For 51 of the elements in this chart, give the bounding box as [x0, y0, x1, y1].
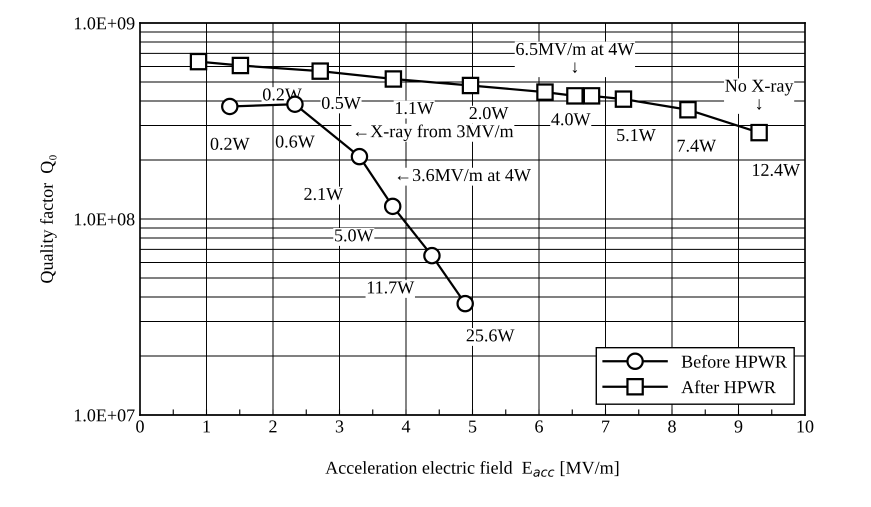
annotation: 6.5MV/m at 4W ↓ — [516, 42, 634, 74]
annotation: 4.0W — [551, 113, 591, 126]
annotation: 7.4W — [678, 140, 716, 152]
point — [384, 198, 402, 216]
annotation: 0.2W — [210, 138, 250, 150]
x-tick-label: 1 — [204, 420, 210, 432]
point — [190, 52, 208, 70]
x-tick-label: 6 — [535, 420, 543, 433]
point — [462, 76, 480, 94]
annotation: 0.5W — [322, 96, 361, 110]
x-axis-title: Acceleration electric field E$_{acc}$ [MV/m] — [325, 460, 618, 477]
x-tick-label: 4 — [402, 420, 410, 432]
annotation: ←3.6MV/m at 4W — [398, 169, 531, 182]
point — [750, 124, 768, 142]
x-tick-label: 3 — [336, 420, 344, 433]
y-axis-title: Quality factor Q₀ — [40, 155, 57, 283]
x-tick-label: 0 — [136, 420, 144, 433]
annotation: ←X-ray from 3MV/m — [356, 124, 514, 142]
y-tick-label: 1.0E+07 — [74, 409, 135, 422]
annotation: 25.6W — [466, 329, 514, 342]
point — [423, 246, 441, 264]
x-tick-label: 8 — [668, 420, 676, 433]
point — [311, 62, 329, 80]
y-tick-label: 1.0E+08 — [74, 213, 134, 226]
annotation: 2.0W — [470, 106, 508, 120]
point — [614, 90, 632, 108]
x-tick-label: 7 — [602, 420, 610, 432]
point — [456, 294, 474, 312]
annotation: 1.1W — [396, 102, 434, 114]
annotation: 0.6W — [276, 135, 315, 148]
annotation: 12.4W — [753, 164, 800, 176]
legend-label: Before HPWR — [682, 354, 787, 368]
x-tick-label: 9 — [734, 420, 742, 433]
annotation: 11.7W — [368, 281, 414, 294]
point — [679, 100, 697, 118]
x-tick-label: 2 — [269, 420, 277, 432]
x-tick-label: 10 — [798, 420, 814, 433]
point — [384, 70, 402, 88]
point — [221, 98, 239, 116]
annotation: 5.0W — [335, 229, 374, 242]
y-tick-label: 1.0E+09 — [74, 17, 134, 30]
annotation: No X-ray ↓ — [725, 80, 794, 110]
x-tick-label: 5 — [469, 420, 476, 433]
point — [582, 87, 600, 105]
point — [566, 87, 584, 105]
legend-label: After HPWR — [681, 380, 776, 394]
point — [350, 148, 368, 166]
annotation: 2.1W — [304, 188, 344, 200]
point — [232, 56, 250, 74]
annotation: 5.1W — [617, 129, 656, 142]
point — [536, 83, 554, 101]
